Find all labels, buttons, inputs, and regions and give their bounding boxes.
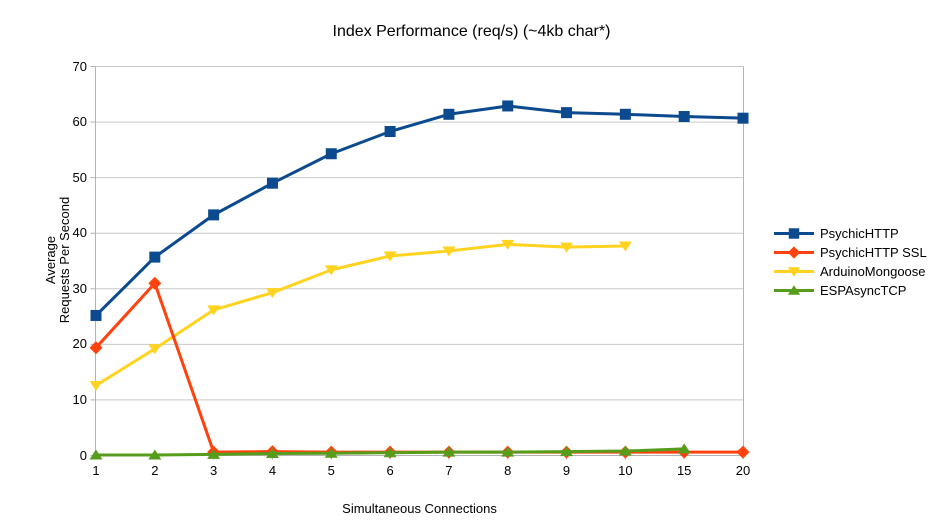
y-tick-label: 30 xyxy=(72,280,87,296)
triangle-down-marker xyxy=(501,239,515,250)
triangle-down-marker xyxy=(324,265,338,276)
x-tick-label: 8 xyxy=(504,463,512,478)
x-tick-label: 6 xyxy=(386,463,394,478)
diamond-legend-icon xyxy=(774,246,814,259)
chart-title: Index Performance (req/s) (~4kb char*) xyxy=(332,23,611,40)
legend: PsychicHTTP PsychicHTTP SSL ArduinoMongoos… xyxy=(774,227,927,297)
triangle-up-marker xyxy=(265,448,279,459)
square-marker xyxy=(266,177,278,189)
square-legend-icon xyxy=(774,228,814,239)
square-marker xyxy=(384,126,396,138)
diamond-marker xyxy=(148,276,162,290)
diamond-marker xyxy=(736,445,750,459)
series-psychichttp xyxy=(94,104,744,317)
legend-item-arduinomongoose: ArduinoMongoose xyxy=(774,265,927,278)
triangle-up-marker xyxy=(89,449,103,460)
square-marker xyxy=(788,228,800,239)
triangle-up-marker xyxy=(677,443,691,454)
series-line-psychichttp xyxy=(94,104,744,317)
triangle-down-marker xyxy=(207,305,221,316)
triangle-up-marker xyxy=(442,446,456,457)
x-tick-label: 7 xyxy=(445,463,453,478)
series-line-arduinomongoose xyxy=(95,242,626,387)
square-marker xyxy=(502,100,514,112)
series-psychichttp-ssl xyxy=(89,276,750,459)
diamond-marker xyxy=(787,246,801,259)
triangle-down-marker xyxy=(148,344,162,355)
y-tick-label: 0 xyxy=(79,447,87,463)
triangle-up-marker xyxy=(787,285,801,295)
triangle-up-marker xyxy=(383,447,397,458)
y-tick-label: 60 xyxy=(72,114,87,130)
x-tick-label: 2 xyxy=(151,463,159,478)
x-tick-label: 1 xyxy=(92,463,100,478)
square-marker xyxy=(208,209,220,221)
triangle-up-legend-icon xyxy=(774,285,814,295)
y-tick-label: 20 xyxy=(72,336,87,352)
legend-item-psychichttp-ssl: PsychicHTTP SSL xyxy=(774,246,927,259)
triangle-up-marker xyxy=(148,449,162,460)
legend-item-psychichttp: PsychicHTTP xyxy=(774,227,927,240)
triangle-up-marker xyxy=(501,446,515,457)
triangle-down-legend-icon xyxy=(774,267,814,277)
triangle-down-marker xyxy=(265,288,279,299)
triangle-up-marker xyxy=(560,446,574,457)
triangle-down-marker xyxy=(383,251,397,262)
diamond-marker xyxy=(89,341,103,355)
series-arduinomongoose xyxy=(89,239,632,391)
y-tick-label: 40 xyxy=(72,225,87,241)
triangle-up-marker xyxy=(618,445,632,456)
triangle-up-marker xyxy=(324,447,338,458)
legend-label: PsychicHTTP xyxy=(820,226,899,241)
triangle-down-marker xyxy=(618,241,632,252)
square-marker xyxy=(443,108,455,120)
x-tick-label: 10 xyxy=(618,463,633,478)
square-marker xyxy=(619,108,631,120)
triangle-up-marker xyxy=(207,448,221,459)
x-tick-label: 4 xyxy=(268,463,277,478)
legend-label: ESPAsyncTCP xyxy=(820,283,907,298)
x-tick-label: 20 xyxy=(735,463,751,478)
square-marker xyxy=(561,107,573,119)
square-marker xyxy=(325,148,337,160)
series-espasynctcp xyxy=(89,443,691,460)
y-tick-label: 50 xyxy=(72,169,87,185)
legend-label: PsychicHTTP SSL xyxy=(820,245,927,260)
triangle-down-marker xyxy=(442,246,456,257)
x-tick-label: 15 xyxy=(676,463,692,478)
x-tick-label: 5 xyxy=(327,463,335,478)
triangle-down-marker xyxy=(560,242,574,253)
y-tick-label: 70 xyxy=(72,58,87,74)
x-axis-title: Simultaneous Connections xyxy=(342,501,497,516)
square-marker xyxy=(678,111,690,123)
legend-item-espasynctcp: ESPAsyncTCP xyxy=(774,284,927,297)
triangle-down-marker xyxy=(89,380,103,391)
triangle-down-marker xyxy=(787,267,801,277)
series-line-psychichttp-ssl xyxy=(94,281,743,454)
square-marker xyxy=(90,309,102,321)
square-marker xyxy=(737,112,749,124)
legend-label: ArduinoMongoose xyxy=(820,264,926,279)
square-marker xyxy=(149,251,161,263)
x-tick-label: 9 xyxy=(562,463,571,478)
x-tick-label: 3 xyxy=(210,463,218,478)
y-tick-label: 10 xyxy=(72,391,87,407)
